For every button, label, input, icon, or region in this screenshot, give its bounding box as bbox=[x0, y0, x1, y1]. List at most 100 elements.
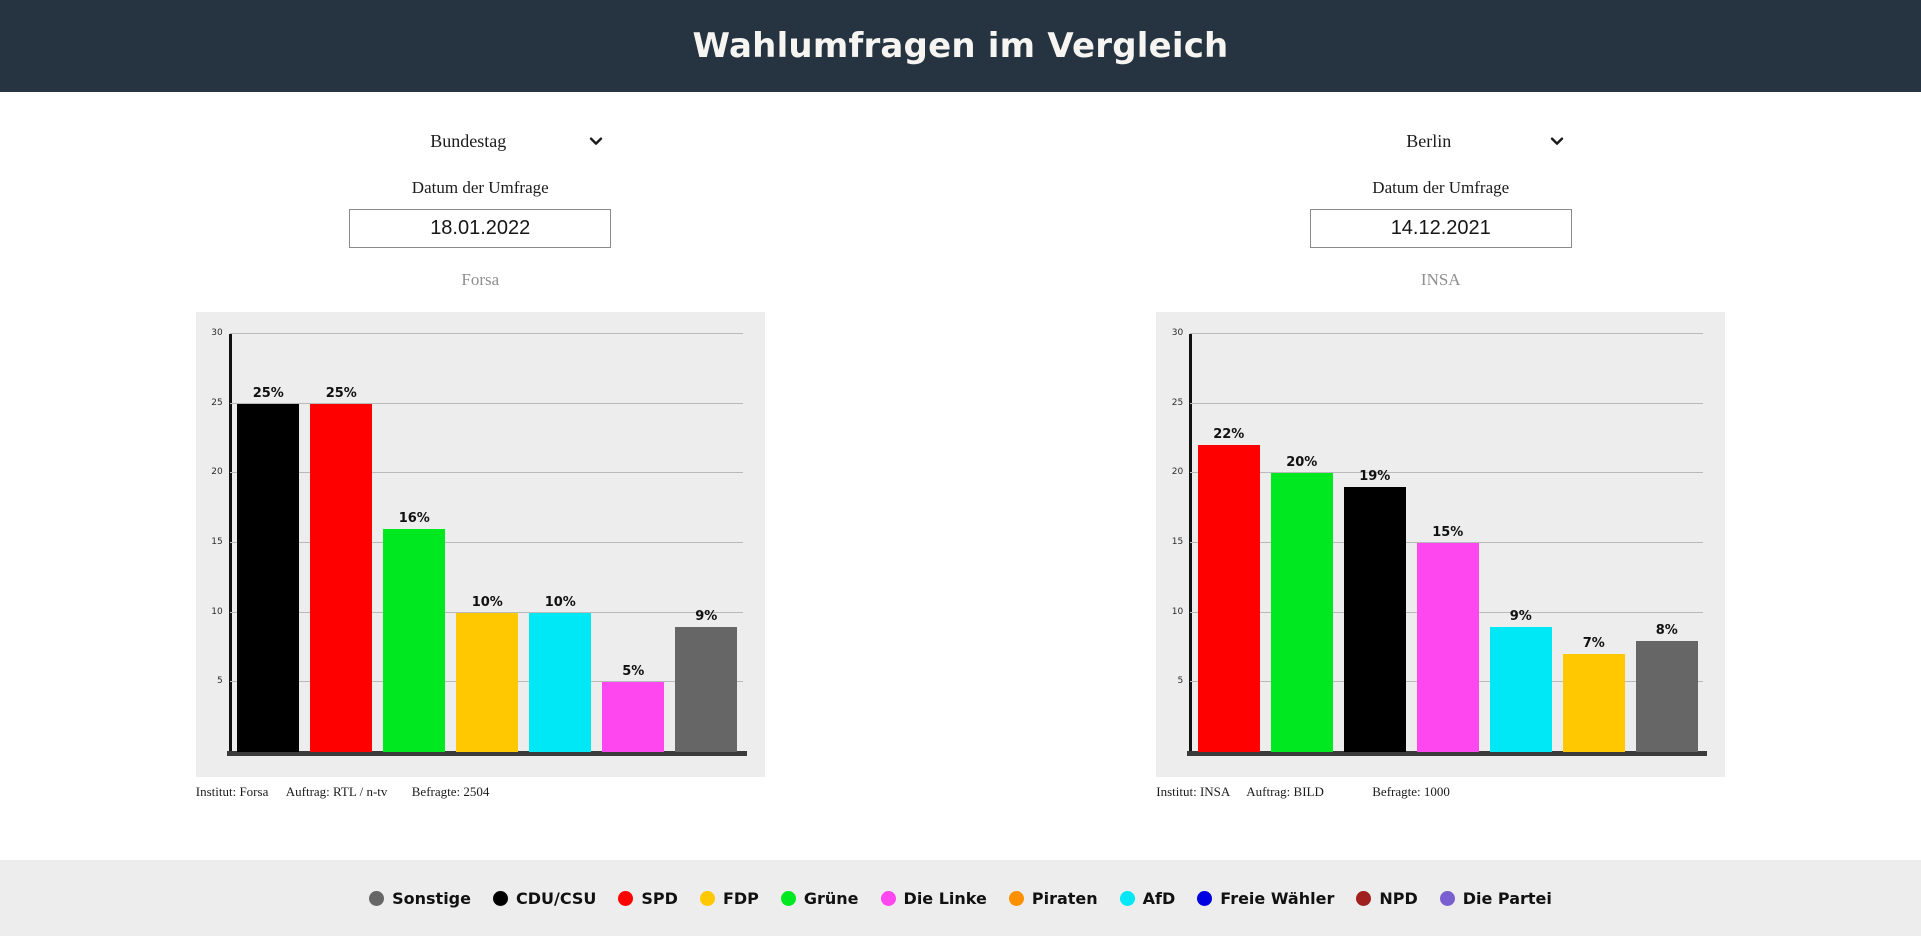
scope-select-right-value: Berlin bbox=[1406, 130, 1452, 151]
legend-color-swatch-icon bbox=[1439, 890, 1455, 906]
y-axis-tick-label: 25 bbox=[211, 397, 223, 408]
gridline: 25 bbox=[1172, 398, 1704, 408]
institute-name-left: Forsa bbox=[461, 270, 500, 289]
legend-color-swatch-icon bbox=[369, 890, 385, 906]
legend-item-label: Grüne bbox=[803, 888, 859, 908]
poll-panel-left: Bundestag Datum der Umfrage 18.01.2022 F… bbox=[0, 108, 961, 852]
legend-color-swatch-icon bbox=[1197, 890, 1213, 906]
legend-item-die-partei[interactable]: Die Partei bbox=[1439, 888, 1552, 908]
legend-item-label: Sonstige bbox=[392, 888, 471, 908]
legend-item-npd[interactable]: NPD bbox=[1356, 888, 1418, 908]
chart-meta-respondents: Befragte: 1000 bbox=[1372, 784, 1450, 799]
legend-color-swatch-icon bbox=[618, 890, 634, 906]
y-axis-tick-label: 15 bbox=[1171, 537, 1184, 547]
date-input-left[interactable]: 18.01.2022 bbox=[349, 209, 612, 248]
scope-select-left[interactable]: Bundestag bbox=[349, 122, 611, 160]
bar-die-linke[interactable] bbox=[602, 682, 665, 752]
bar-group: 8% bbox=[1630, 334, 1703, 752]
legend-color-swatch-icon bbox=[780, 890, 796, 906]
legend-item-label: Die Partei bbox=[1462, 888, 1552, 908]
bar-sonstige[interactable] bbox=[675, 626, 738, 752]
bar-group: 9% bbox=[1484, 334, 1557, 752]
y-axis-tick-label: 30 bbox=[1171, 328, 1184, 338]
bar-cdu-csu[interactable] bbox=[1343, 487, 1406, 752]
scope-select-right[interactable]: Berlin bbox=[1310, 122, 1572, 160]
poll-panel-right: Berlin Datum der Umfrage 14.12.2021 INSA… bbox=[961, 108, 1921, 852]
bar-value-label: 8% bbox=[1655, 622, 1678, 638]
bar-group: 9% bbox=[670, 334, 743, 752]
date-input-right[interactable]: 14.12.2021 bbox=[1309, 209, 1572, 248]
legend-item-cdu-csu[interactable]: CDU/CSU bbox=[492, 889, 596, 908]
legend-item-label: AfD bbox=[1142, 888, 1176, 908]
legend-item-afd[interactable]: AfD bbox=[1119, 888, 1176, 908]
bar-group: 7% bbox=[1557, 334, 1630, 752]
legend-item-die-linke[interactable]: Die Linke bbox=[880, 889, 987, 908]
y-axis-tick-label: 10 bbox=[1171, 606, 1184, 617]
bar-spd[interactable] bbox=[310, 403, 373, 752]
bar-group: 16% bbox=[378, 334, 451, 752]
bar-gr-ne[interactable] bbox=[1270, 473, 1333, 752]
bar-value-label: 9% bbox=[695, 608, 718, 624]
bar-value-label: 16% bbox=[398, 511, 430, 527]
bar-value-label: 10% bbox=[544, 594, 576, 610]
legend-item-spd[interactable]: SPD bbox=[618, 889, 678, 908]
party-legend: Sonstige CDU/CSU SPD FDP Grüne Die Linke Pirat… bbox=[0, 860, 1921, 936]
bar-afd[interactable] bbox=[529, 612, 592, 752]
legend-item-grüne[interactable]: Grüne bbox=[780, 888, 859, 908]
legend-color-swatch-icon bbox=[699, 890, 715, 906]
bar-value-label: 5% bbox=[622, 664, 645, 680]
app-header: Wahlumfragen im Vergleich bbox=[0, 0, 1921, 92]
bar-fdp[interactable] bbox=[1562, 654, 1625, 752]
chart-meta-commission: Auftrag: BILD bbox=[1246, 784, 1324, 799]
gridline: 30 bbox=[211, 328, 743, 338]
x-axis-right bbox=[1187, 751, 1708, 756]
bar-series-left: 25% 25% 16% 10% 10% 5% 9% bbox=[232, 334, 743, 752]
bar-afd[interactable] bbox=[1489, 626, 1552, 752]
legend-item-freie-wähler[interactable]: Freie Wähler bbox=[1197, 889, 1334, 908]
x-axis-left bbox=[226, 751, 747, 756]
date-label-right: Datum der Umfrage bbox=[1372, 178, 1510, 197]
bar-cdu-csu[interactable] bbox=[237, 403, 300, 752]
legend-color-swatch-icon bbox=[1119, 890, 1135, 906]
bar-group: 15% bbox=[1411, 334, 1484, 752]
legend-color-swatch-icon bbox=[1008, 890, 1024, 906]
legend-item-label: NPD bbox=[1379, 888, 1418, 908]
plot-area-left: 5 10 15 20 25 30 25% 25% 16% 10% 10% 5% 9% bbox=[211, 328, 747, 756]
chart-wrap-right: 5 10 15 20 25 30 22% 20% 19% 15% 9% 7% 8% Institut:… bbox=[1156, 312, 1726, 800]
bar-fdp[interactable] bbox=[456, 612, 519, 752]
bar-group: 20% bbox=[1265, 334, 1338, 752]
chart-meta-left: Institut: Forsa Auftrag: RTL / n-tv Befr… bbox=[196, 784, 765, 800]
bar-gr-ne[interactable] bbox=[383, 529, 446, 752]
legend-item-label: FDP bbox=[722, 888, 759, 908]
bar-spd[interactable] bbox=[1197, 445, 1260, 752]
bar-value-label: 7% bbox=[1582, 636, 1605, 652]
bar-group: 25% bbox=[232, 334, 305, 752]
y-axis-tick-label: 20 bbox=[1171, 467, 1184, 478]
bar-series-right: 22% 20% 19% 15% 9% 7% 8% bbox=[1192, 334, 1703, 752]
bar-die-linke[interactable] bbox=[1416, 543, 1479, 752]
bar-group: 22% bbox=[1192, 334, 1265, 752]
y-axis-tick-label: 25 bbox=[1171, 397, 1184, 408]
bar-group: 25% bbox=[305, 334, 378, 752]
bar-value-label: 15% bbox=[1432, 525, 1464, 540]
gridline: 15 bbox=[1172, 537, 1704, 547]
y-axis-tick-label: 5 bbox=[217, 676, 223, 687]
legend-item-piraten[interactable]: Piraten bbox=[1008, 889, 1098, 908]
bar-group: 10% bbox=[524, 334, 597, 752]
gridline: 20 bbox=[211, 467, 743, 477]
legend-item-sonstige[interactable]: Sonstige bbox=[369, 889, 471, 908]
legend-item-fdp[interactable]: FDP bbox=[699, 888, 759, 908]
gridline: 10 bbox=[211, 607, 743, 617]
y-axis-tick-label: 15 bbox=[211, 537, 223, 547]
bar-value-label: 9% bbox=[1509, 608, 1532, 624]
y-axis-right bbox=[1189, 334, 1193, 752]
comparison-panels: Bundestag Datum der Umfrage 18.01.2022 F… bbox=[0, 92, 1921, 852]
bar-sonstige[interactable] bbox=[1635, 640, 1698, 752]
bar-chart-right: 5 10 15 20 25 30 22% 20% 19% 15% 9% 7% 8% bbox=[1156, 312, 1726, 777]
plot-area-right: 5 10 15 20 25 30 22% 20% 19% 15% 9% 7% 8% bbox=[1172, 328, 1708, 756]
bar-value-label: 25% bbox=[325, 385, 357, 401]
chart-meta-right: Institut: INSA Auftrag: BILD Befragte: 1… bbox=[1156, 784, 1725, 800]
gridline: 30 bbox=[1172, 328, 1704, 338]
legend-color-swatch-icon bbox=[880, 890, 896, 906]
y-axis-tick-label: 10 bbox=[211, 606, 223, 617]
